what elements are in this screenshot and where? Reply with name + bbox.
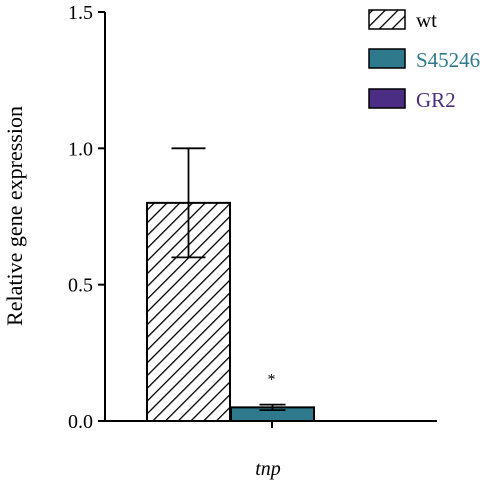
y-tick-label-1: 0.5: [68, 275, 93, 297]
error-bar-wt: [171, 147, 206, 259]
significance-marker: *: [268, 372, 276, 389]
y-axis-title: Relative gene expression: [2, 106, 27, 326]
legend-swatch-s45246: [368, 48, 406, 69]
y-ticks: 0.0 0.5 1.0 1.5: [68, 2, 105, 433]
legend-swatch-wt: [368, 9, 406, 30]
legend: wt S45246 GR2: [368, 8, 480, 112]
y-tick-label-3: 1.5: [68, 2, 93, 24]
legend-label-gr2: GR2: [416, 88, 456, 112]
bars: *: [146, 147, 315, 423]
y-tick-label-2: 1.0: [68, 138, 93, 160]
legend-label-s45246: S45246: [416, 48, 480, 72]
legend-label-wt: wt: [416, 8, 437, 32]
x-tick-label-tnp: tnp: [255, 458, 281, 480]
legend-swatch-gr2: [368, 88, 406, 109]
y-tick-label-0: 0.0: [68, 411, 93, 433]
error-bar-s45246: [259, 403, 286, 411]
